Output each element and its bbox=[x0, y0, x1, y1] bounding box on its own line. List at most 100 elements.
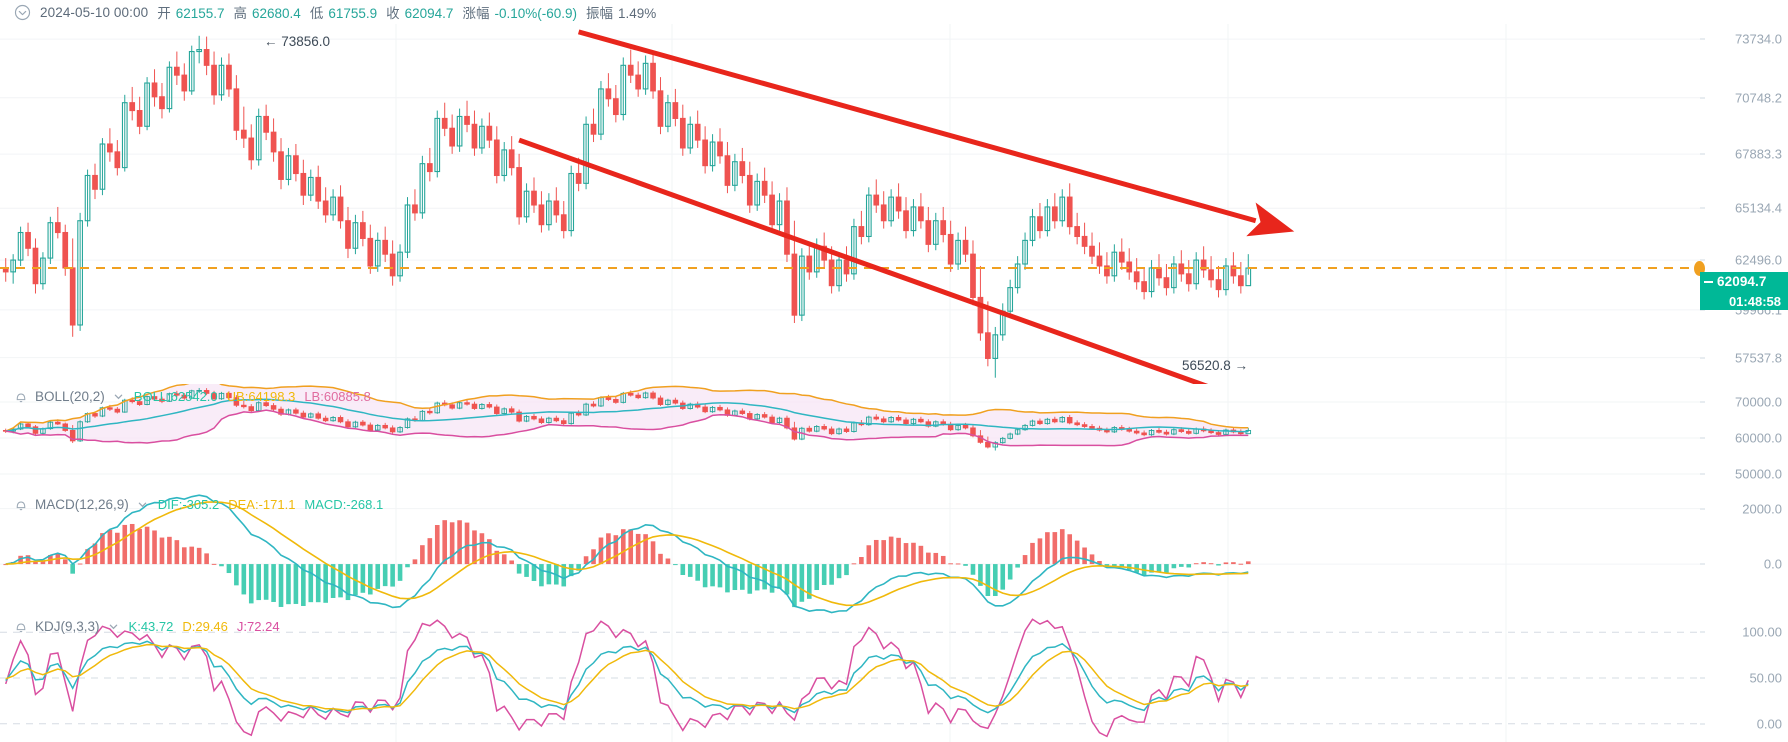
bell-icon[interactable] bbox=[14, 390, 28, 404]
boll-legend[interactable]: BOLL(20,2) BOLL:62542.0 UB:64198.3 LB:60… bbox=[14, 389, 373, 404]
macd-legend[interactable]: MACD(12,26,9) DIF:-305.2 DEA:-171.1 MACD… bbox=[14, 497, 385, 512]
macd-histogram-bar bbox=[851, 563, 857, 565]
macd-histogram-bar bbox=[174, 540, 180, 565]
candle-body bbox=[47, 421, 54, 430]
macd-histogram-bar bbox=[1149, 564, 1154, 573]
candle-body bbox=[776, 417, 783, 423]
candle-body bbox=[382, 424, 388, 429]
candle-body bbox=[441, 117, 448, 129]
candle-body bbox=[1066, 417, 1073, 424]
candle-body bbox=[374, 424, 381, 431]
trendline-upper[interactable] bbox=[577, 29, 1295, 237]
candle-body bbox=[486, 404, 493, 408]
candle-body bbox=[620, 64, 627, 116]
candle-body bbox=[464, 115, 470, 125]
kdj-legend[interactable]: KDJ(9,3,3) K:43.72 D:29.46 J:72.24 bbox=[14, 619, 282, 634]
candle-body bbox=[769, 194, 775, 226]
macd-histogram-bar bbox=[531, 564, 537, 581]
candle-body bbox=[806, 427, 813, 432]
ohlc-label-open: 开 bbox=[157, 6, 171, 21]
trendline-lower[interactable] bbox=[518, 137, 1256, 384]
main-candlestick-panel[interactable] bbox=[0, 24, 1700, 384]
macd-histogram-bar bbox=[1179, 564, 1184, 567]
candle-body bbox=[895, 196, 902, 212]
macd-histogram-bar bbox=[955, 563, 961, 565]
candle-body bbox=[151, 82, 158, 98]
candle-body bbox=[903, 210, 909, 232]
candle-body bbox=[1126, 428, 1132, 432]
candle-body bbox=[1022, 424, 1028, 431]
candle-body bbox=[479, 404, 485, 409]
candle-body bbox=[843, 428, 850, 432]
clock-icon[interactable] bbox=[14, 4, 31, 21]
candle-body bbox=[360, 222, 366, 239]
candle-body bbox=[776, 200, 783, 226]
countdown-value: 01:48:58 bbox=[1728, 293, 1781, 309]
macd-histogram-bar bbox=[754, 564, 760, 591]
price-axis-label: 67883.3 bbox=[1735, 146, 1782, 162]
candle-body bbox=[1044, 418, 1051, 425]
candle-body bbox=[962, 239, 969, 255]
candle-body bbox=[293, 155, 299, 175]
chevron-down-icon[interactable] bbox=[109, 622, 118, 631]
macd-histogram-bar bbox=[33, 561, 38, 565]
candle-body bbox=[1104, 265, 1110, 277]
candle-body bbox=[955, 239, 961, 265]
macd-histogram-bar bbox=[881, 540, 887, 565]
candle-body bbox=[1089, 245, 1095, 257]
macd-histogram-bar bbox=[1022, 555, 1028, 565]
bell-icon[interactable] bbox=[14, 498, 28, 512]
kdj-canvas[interactable] bbox=[0, 614, 1700, 742]
macd-histogram-bar bbox=[866, 545, 872, 565]
candle-body bbox=[702, 139, 708, 167]
macd-histogram-bar bbox=[25, 555, 31, 565]
candle-body bbox=[910, 418, 917, 425]
ohlc-value-high: 62680.4 bbox=[252, 6, 301, 21]
candle-body bbox=[1141, 432, 1147, 436]
macd-histogram-bar bbox=[449, 522, 455, 565]
candle-body bbox=[598, 88, 604, 135]
candle-body bbox=[107, 407, 113, 410]
candle-body bbox=[955, 424, 961, 431]
candle-body bbox=[218, 64, 225, 96]
chevron-down-icon[interactable] bbox=[138, 500, 147, 509]
candle-body bbox=[315, 413, 321, 419]
candle-body bbox=[873, 416, 880, 420]
macd-histogram-bar bbox=[1000, 564, 1006, 590]
macd-histogram-bar bbox=[940, 555, 946, 565]
kdj-indicator-panel[interactable] bbox=[0, 614, 1700, 742]
candle-body bbox=[679, 117, 686, 149]
chevron-down-icon[interactable] bbox=[114, 392, 123, 401]
boll-canvas[interactable] bbox=[0, 384, 1700, 492]
price-axis[interactable]: 73734.070748.267883.365134.462496.059966… bbox=[1700, 24, 1788, 742]
candle-body bbox=[166, 66, 173, 110]
macd-histogram-bar bbox=[204, 553, 209, 565]
candle-body bbox=[546, 417, 552, 423]
macd-indicator-panel[interactable] bbox=[0, 492, 1700, 614]
macd-histogram-bar bbox=[390, 564, 395, 587]
macd-histogram-bar bbox=[263, 564, 269, 600]
candle-body bbox=[635, 74, 642, 90]
current-price-tag[interactable]: 62094.7 01:48:58 bbox=[1700, 272, 1788, 311]
macd-histogram-bar bbox=[725, 564, 730, 593]
candle-body bbox=[300, 172, 307, 196]
candle-body bbox=[806, 255, 813, 273]
macd-histogram-bar bbox=[732, 564, 738, 591]
price-dash-icon bbox=[1704, 280, 1713, 283]
candle-body bbox=[173, 66, 180, 76]
candle-body bbox=[657, 90, 664, 127]
macd-axis-label: 0.0 bbox=[1763, 556, 1782, 572]
price-axis-tick bbox=[1700, 153, 1705, 155]
current-price-dot bbox=[1694, 261, 1705, 277]
bell-icon[interactable] bbox=[14, 620, 28, 634]
macd-histogram-bar bbox=[606, 533, 611, 565]
candle-body bbox=[992, 442, 999, 448]
macd-canvas[interactable] bbox=[0, 492, 1700, 614]
ohlc-field-close: 收 62094.7 bbox=[386, 2, 453, 22]
candle-body bbox=[1223, 265, 1229, 291]
price-axis-tick bbox=[1700, 259, 1705, 261]
candle-body bbox=[1051, 206, 1058, 222]
candlestick-canvas[interactable] bbox=[0, 24, 1700, 384]
candle-body bbox=[1059, 196, 1066, 222]
boll-indicator-panel[interactable] bbox=[0, 384, 1700, 492]
